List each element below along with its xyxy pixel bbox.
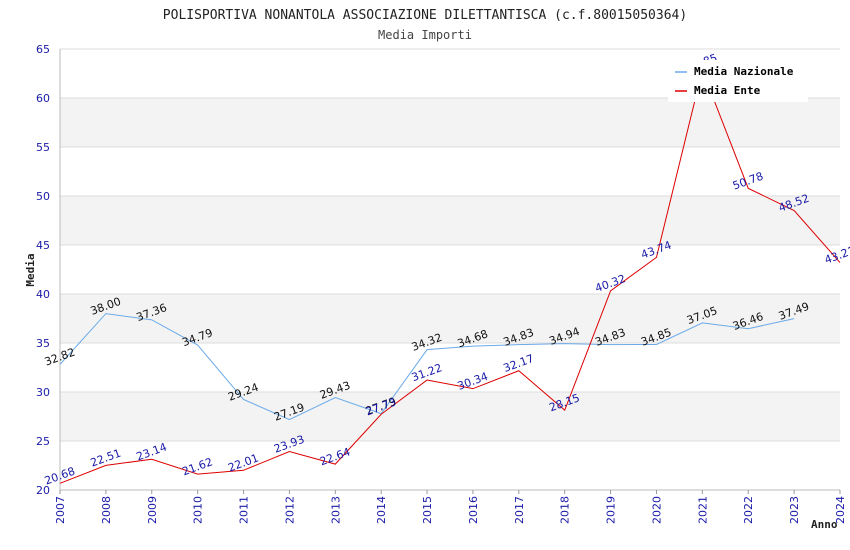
x-tick-label: 2023 [788,496,801,524]
y-tick-label: 20 [36,484,50,497]
data-label: 32.17 [502,352,536,375]
x-tick-label: 2015 [421,496,434,524]
data-label: 23.14 [135,440,169,463]
x-tick-label: 2011 [238,496,251,524]
y-tick-label: 60 [36,92,50,105]
x-tick-label: 2021 [696,496,709,524]
x-tick-label: 2010 [192,496,205,524]
x-tick-label: 2020 [650,496,663,524]
gridlines [60,48,840,491]
legend-entry-media-nazionale: Media Nazionale [694,65,794,78]
x-tick-label: 2009 [146,496,159,524]
y-tick-label: 30 [36,386,50,399]
x-tick-label: 2007 [54,496,67,524]
chart-subtitle: Media Importi [378,28,472,42]
y-tick-labels: 20 25 30 35 40 45 50 55 60 65 [36,43,50,497]
data-label: 22.64 [318,445,352,468]
y-tick-label: 45 [36,239,50,252]
data-label: 50.78 [731,170,765,193]
axes [59,49,841,494]
data-label: 30.34 [456,370,490,393]
y-tick-label: 40 [36,288,50,301]
series-line-media-nazionale [59,313,795,421]
x-tick-label: 2022 [742,496,755,524]
data-label: 22.51 [89,447,123,470]
y-tick-label: 65 [36,43,50,56]
legend-entry-media-ente: Media Ente [694,84,761,97]
x-tick-label: 2024 [834,496,847,524]
background-band [60,196,840,245]
y-axis-label: Media [24,253,37,286]
y-tick-label: 25 [36,435,50,448]
x-tick-label: 2018 [559,496,572,524]
x-tick-label: 2008 [100,496,113,524]
x-tick-label: 2017 [513,496,526,524]
chart-title: POLISPORTIVA NONANTOLA ASSOCIAZIONE DILE… [163,8,687,23]
y-tick-label: 50 [36,190,50,203]
x-tick-label: 2019 [605,496,618,524]
data-label: 22.01 [226,452,260,475]
legend: Media Nazionale Media Ente [668,60,808,102]
background-band [60,294,840,343]
background-band [60,98,840,147]
data-label: 21.62 [180,455,214,478]
background-bands [60,98,840,441]
x-tick-label: 2013 [329,496,342,524]
x-axis-label: Anno [811,518,838,531]
y-tick-label: 55 [36,141,50,154]
background-band [60,392,840,441]
legend-box [668,60,808,102]
x-tick-label: 2016 [467,496,480,524]
y-tick-label: 35 [36,337,50,350]
x-tick-label: 2012 [283,496,296,524]
x-tick-label: 2014 [375,496,388,524]
x-tick-labels: 2007 2008 2009 2010 2011 2012 2013 2014 2015 2016… [54,496,847,524]
